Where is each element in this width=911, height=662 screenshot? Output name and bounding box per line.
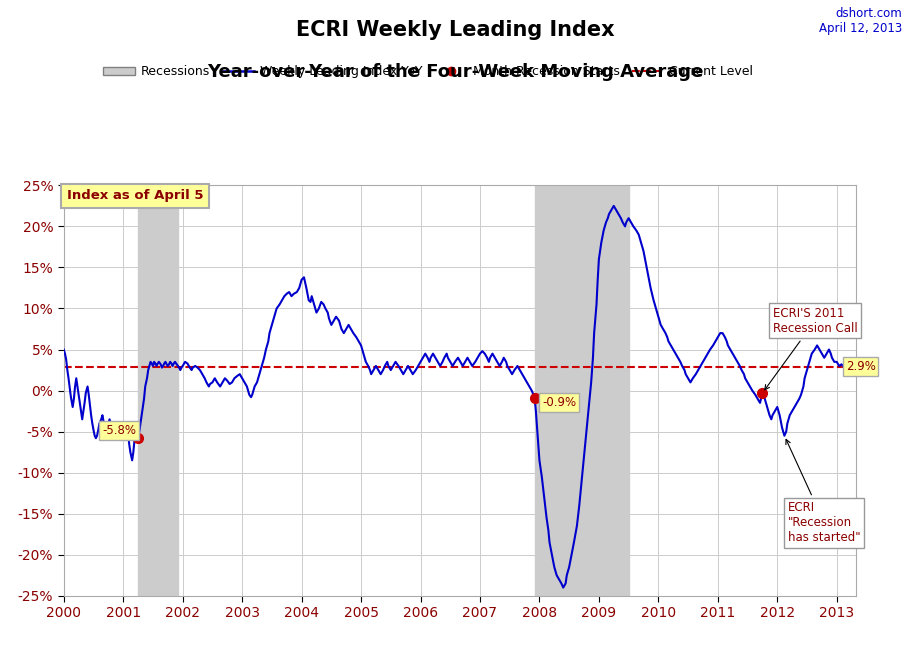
Text: -5.8%: -5.8% [102, 424, 137, 437]
Text: -0.9%: -0.9% [542, 396, 577, 409]
Legend: Recessions, Weekly Leading Index YoY, Month Recession Starts, Current Level: Recessions, Weekly Leading Index YoY, Mo… [98, 60, 759, 83]
Text: ECRI'S 2011
Recession Call: ECRI'S 2011 Recession Call [764, 307, 857, 390]
Text: ECRI
"Recession
has started": ECRI "Recession has started" [786, 440, 861, 544]
Bar [138, 185, 178, 596]
Text: Year-over-Year of the Four-Week Moving Average: Year-over-Year of the Four-Week Moving A… [208, 63, 703, 81]
Text: dshort.com
April 12, 2013: dshort.com April 12, 2013 [819, 7, 902, 34]
Text: ECRI Weekly Leading Index: ECRI Weekly Leading Index [296, 20, 615, 40]
Text: Index as of April 5: Index as of April 5 [67, 189, 203, 203]
Text: 2.9%: 2.9% [845, 360, 875, 373]
Bar [535, 185, 629, 596]
